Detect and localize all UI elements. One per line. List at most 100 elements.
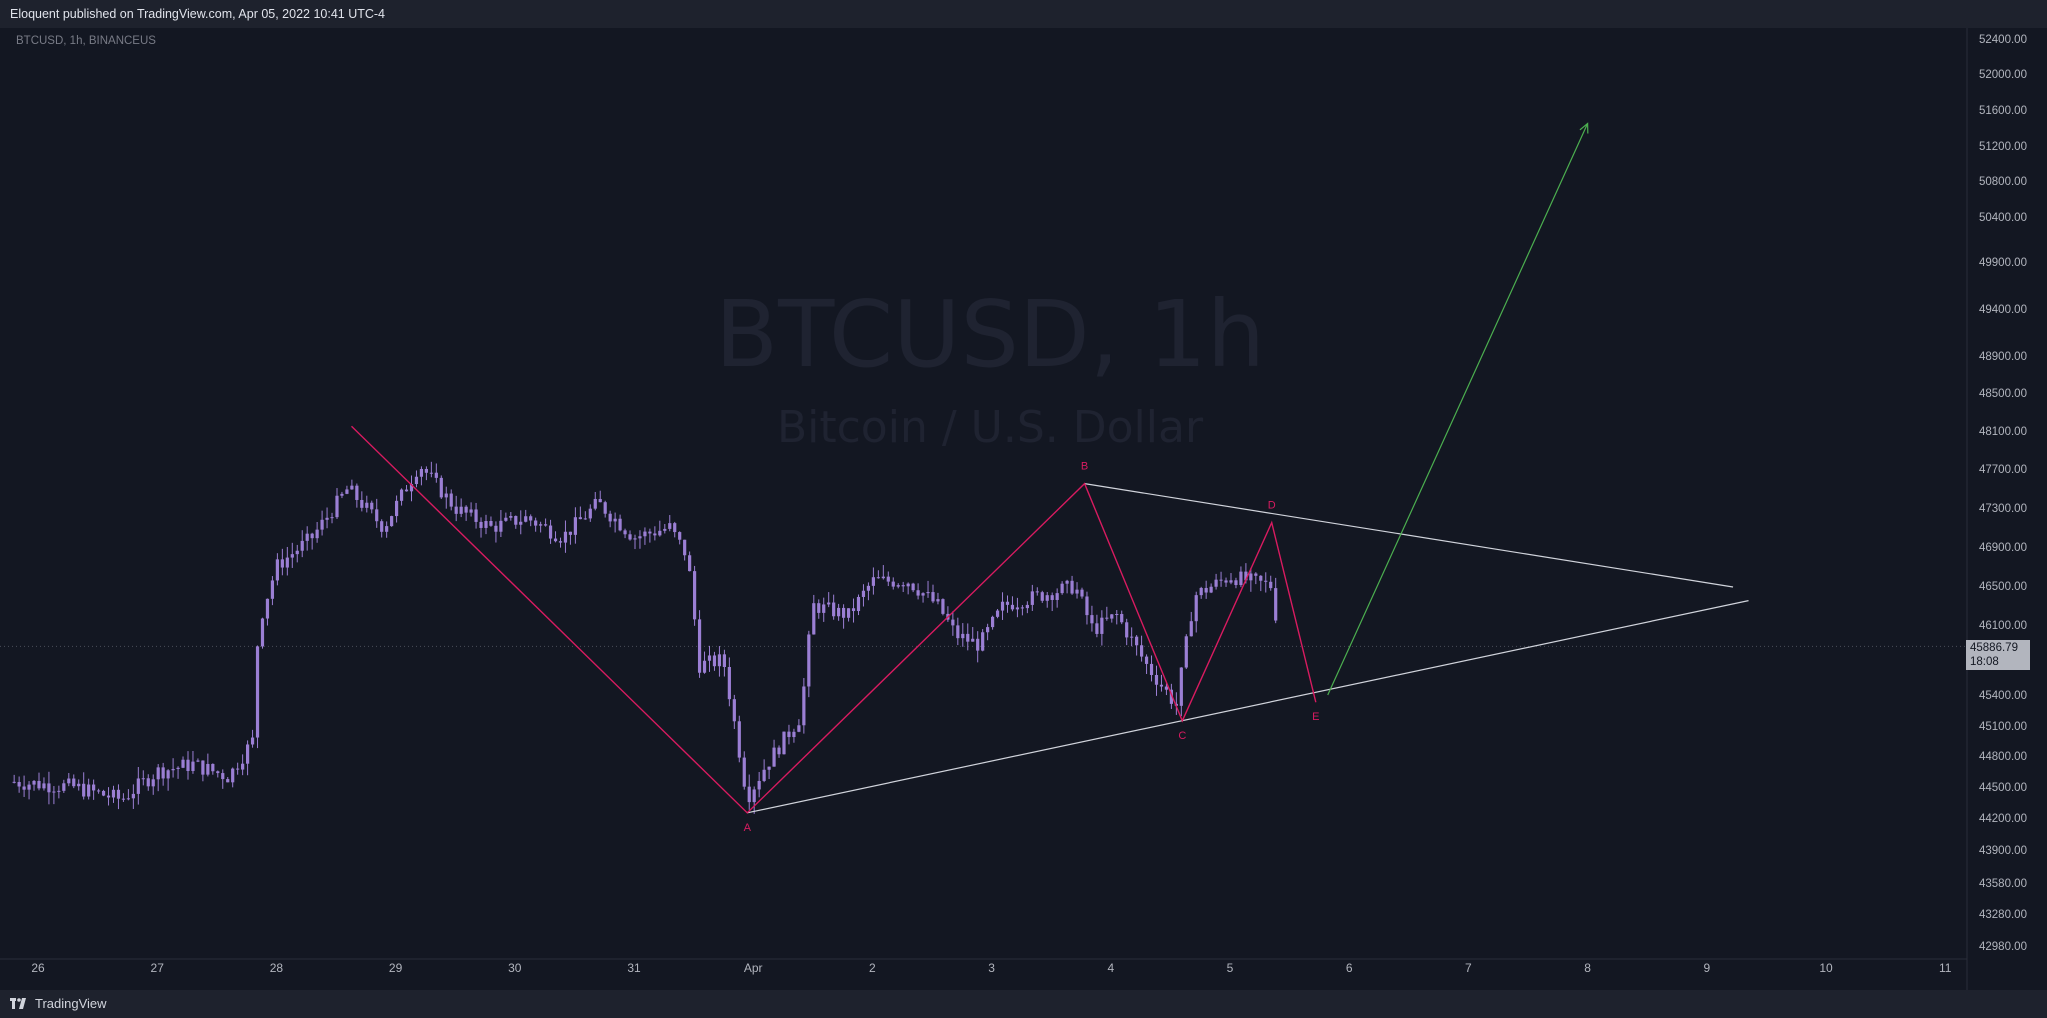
y-tick-label: 48500.00 (1979, 388, 2027, 400)
candle-body (837, 607, 841, 617)
tradingview-logo[interactable]: TradingView (10, 996, 107, 1011)
candle-body (1035, 591, 1039, 593)
y-tick-label: 43280.00 (1979, 909, 2027, 921)
candle-body (489, 520, 493, 526)
candle-body (216, 771, 220, 774)
candle-body (901, 585, 905, 587)
candle-body (211, 763, 215, 772)
candle-body (936, 599, 940, 602)
candle-body (1135, 636, 1139, 646)
candle-body (787, 731, 791, 738)
candle-body (737, 721, 741, 758)
candle-body (375, 509, 379, 522)
candle-body (866, 585, 871, 591)
candle-body (459, 506, 463, 514)
candle-body (1229, 580, 1233, 583)
candle-body (191, 761, 195, 771)
candle-body (588, 508, 592, 519)
candle-body (812, 603, 816, 635)
candle-body (543, 524, 548, 526)
candle-body (618, 518, 622, 531)
candle-body (414, 476, 419, 485)
publish-header: Eloquent published on TradingView.com, A… (0, 0, 2047, 28)
candle-body (111, 789, 116, 798)
candle-body (1274, 588, 1278, 621)
y-tick-label: 48100.00 (1979, 426, 2027, 438)
candle-body (409, 484, 414, 492)
candle-body (1125, 622, 1129, 638)
candle-body (881, 576, 885, 579)
candle-body (921, 593, 925, 596)
candle-body (692, 571, 697, 620)
candle-body (767, 766, 771, 770)
candle-body (1179, 667, 1183, 706)
candle-body (186, 759, 190, 771)
candle-body (151, 779, 155, 787)
candle-body (1080, 589, 1084, 597)
candle-body (861, 590, 866, 597)
candle-body (201, 760, 205, 775)
footer-bar: TradingView (0, 990, 2047, 1018)
candle-body (941, 599, 945, 614)
candle-body (638, 536, 642, 539)
candle-body (206, 763, 210, 775)
candle-body (87, 784, 91, 797)
pattern-label-c: C (1178, 730, 1186, 742)
x-tick-label: 31 (627, 961, 641, 975)
candle-body (92, 784, 96, 791)
x-tick-label: 8 (1584, 961, 1591, 975)
candle-body (116, 789, 121, 799)
candle-body (534, 520, 538, 526)
candle-body (1189, 621, 1193, 637)
candle-body (196, 760, 200, 762)
projection-arrow-line (1327, 123, 1589, 696)
candle-body (1214, 579, 1218, 587)
candle-body (404, 489, 409, 492)
y-tick-label: 45100.00 (1979, 721, 2027, 733)
candle-body (241, 763, 245, 770)
price-chart[interactable]: BTCUSD, 1h Bitcoin / U.S. Dollar 52400.00 5… (0, 28, 2047, 990)
candle-body (1090, 615, 1094, 624)
candle-body (797, 725, 801, 732)
candle-body (1120, 614, 1124, 623)
candle-body (1269, 581, 1273, 589)
candle-body (52, 791, 56, 793)
candle-body (524, 516, 528, 522)
candle-body (399, 489, 404, 501)
candle-body (1219, 579, 1223, 581)
candle-body (1159, 684, 1164, 687)
candle-body (1144, 656, 1149, 664)
y-tick-label: 42980.00 (1979, 941, 2027, 953)
candle-body (573, 517, 577, 535)
candle-body (315, 529, 319, 539)
candle-body (265, 598, 270, 619)
candle-body (290, 554, 294, 558)
candle-body (876, 577, 880, 579)
candle-body (648, 531, 652, 534)
candle-body (976, 638, 980, 651)
candle-body (350, 485, 354, 490)
last-price-label: 45886.79 18:08 (1966, 640, 2030, 670)
x-tick-label: 29 (389, 961, 403, 975)
candle-body (370, 502, 374, 510)
candle-body (757, 780, 761, 790)
tradingview-logo-icon (10, 997, 26, 1009)
x-tick-label: Apr (744, 961, 763, 975)
candle-body (519, 521, 523, 525)
x-tick-label: 26 (31, 961, 45, 975)
x-tick-label: 30 (508, 961, 522, 975)
candle-body (841, 607, 846, 618)
pattern-zigzag (351, 425, 1317, 814)
pattern-label-a: A (744, 822, 752, 834)
x-tick-label: 6 (1346, 961, 1353, 975)
candle-body (295, 550, 299, 555)
y-tick-label: 51600.00 (1979, 105, 2027, 117)
candle-body (568, 531, 573, 535)
candle-body (712, 655, 717, 667)
candle-body (1249, 573, 1253, 581)
candle-body (871, 577, 875, 586)
x-tick-label: 27 (151, 961, 165, 975)
candle-body (961, 633, 965, 639)
candle-body (1139, 645, 1144, 657)
candle-body (916, 590, 920, 596)
